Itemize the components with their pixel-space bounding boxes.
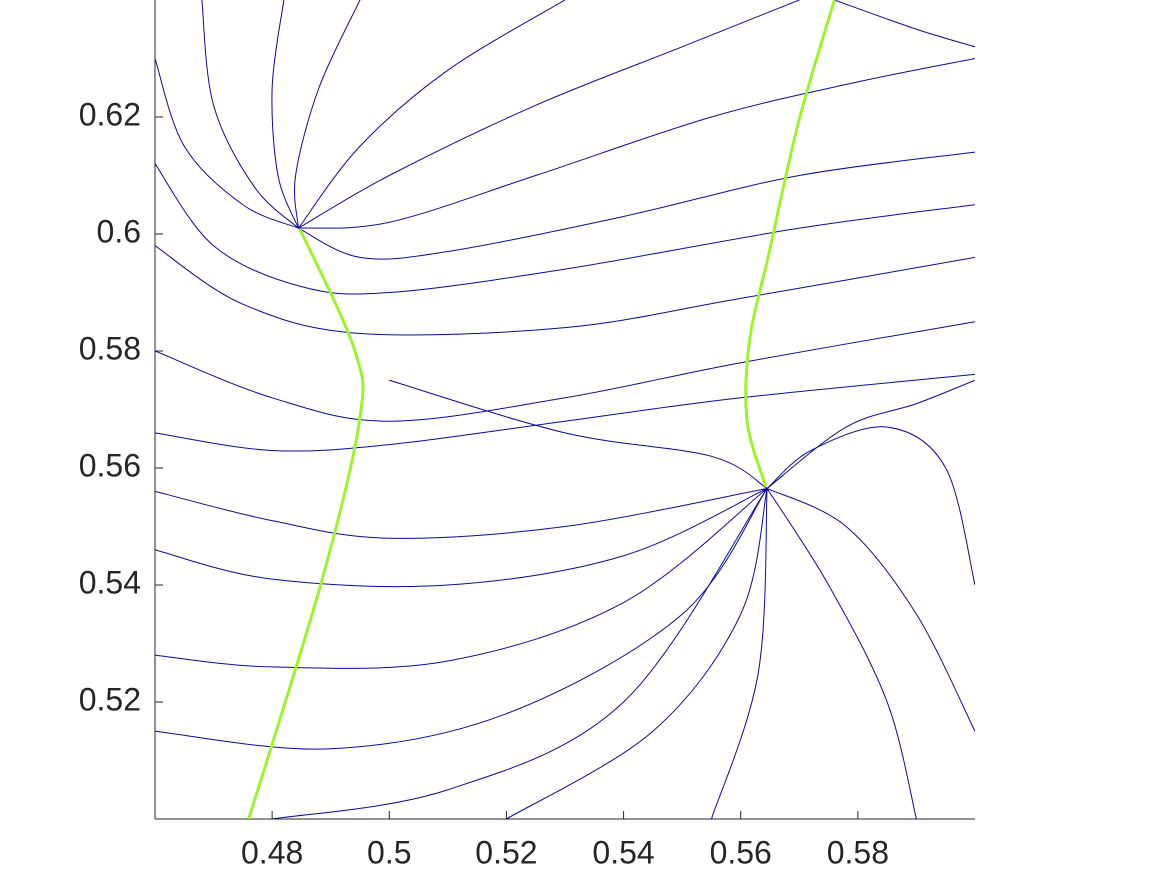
- x-tick-label: 0.58: [827, 834, 889, 870]
- streamline: [155, 487, 768, 539]
- streamline: [201, 0, 299, 229]
- streamline: [272, 488, 768, 819]
- y-tick-label: 0.6: [97, 213, 141, 249]
- y-tick-label: 0.58: [79, 330, 141, 366]
- y-tick-label: 0.62: [79, 96, 141, 132]
- streamline: [155, 488, 768, 588]
- y-tick-label: 0.52: [79, 681, 141, 717]
- streamline: [294, 0, 361, 229]
- streamline: [834, 0, 975, 48]
- streamline: [155, 321, 975, 422]
- streamline: [155, 163, 975, 295]
- streamline: [506, 488, 768, 819]
- streamline: [155, 58, 299, 229]
- x-tick-label: 0.54: [592, 834, 654, 870]
- streamline: [298, 0, 566, 229]
- streamline: [155, 373, 975, 452]
- streamline: [766, 379, 975, 489]
- y-tick-label: 0.54: [79, 564, 141, 600]
- streamline: [271, 0, 299, 229]
- streamline: [298, 58, 975, 229]
- x-tick-label: 0.48: [241, 834, 303, 870]
- streamline: [766, 488, 917, 819]
- x-tick-label: 0.5: [367, 834, 411, 870]
- streamline: [247, 0, 836, 819]
- streamline: [298, 0, 800, 229]
- streamline: [298, 151, 975, 260]
- streamline: [389, 379, 768, 489]
- x-tick-label: 0.52: [475, 834, 537, 870]
- streamline: [155, 245, 975, 336]
- streamline: [766, 488, 975, 732]
- streamline: [155, 488, 768, 669]
- y-tick-label: 0.56: [79, 447, 141, 483]
- x-tick-label: 0.56: [710, 834, 772, 870]
- streamline: [766, 426, 975, 586]
- streamline: [710, 488, 768, 819]
